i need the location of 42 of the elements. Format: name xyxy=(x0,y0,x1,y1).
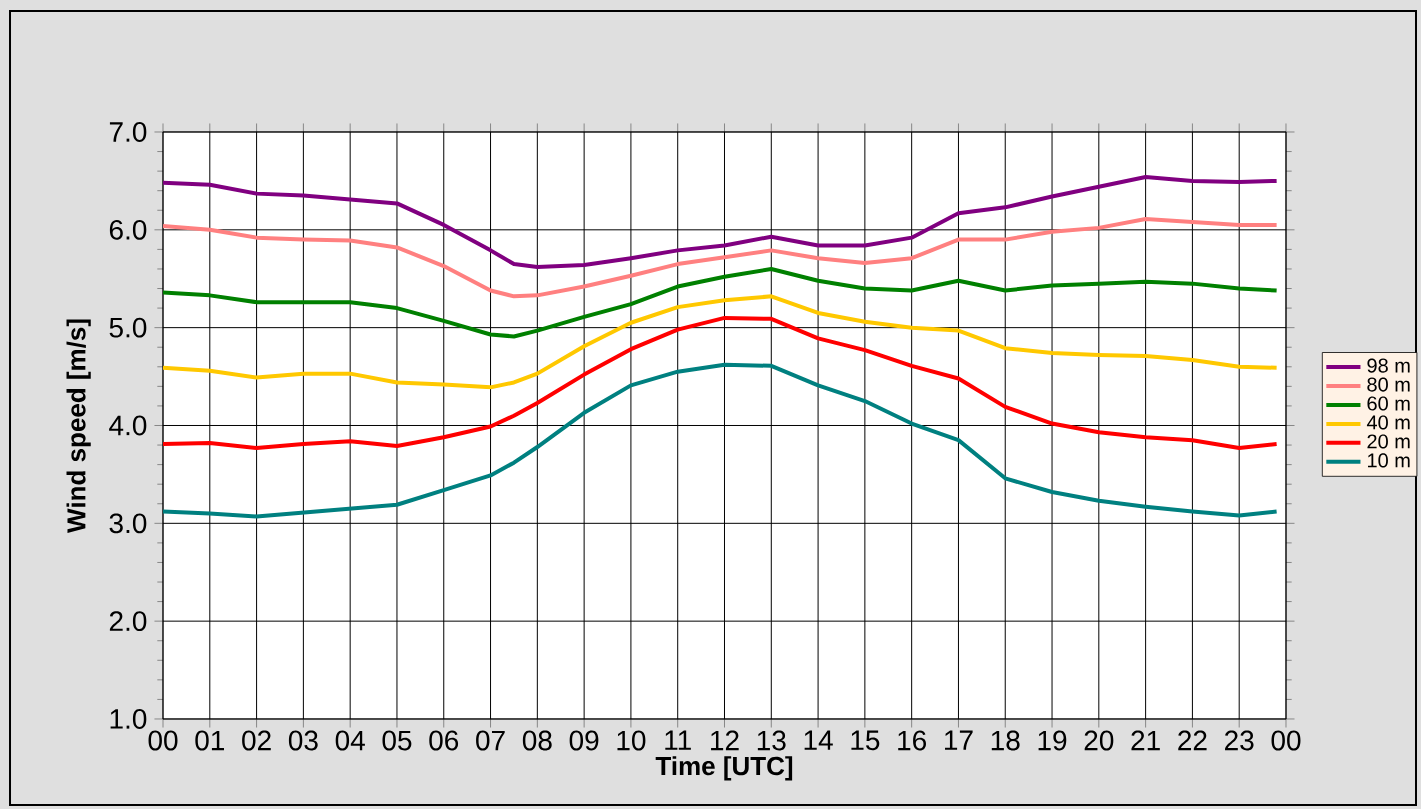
x-tick-label: 22 xyxy=(1178,730,1207,751)
legend-label: 98 m xyxy=(1367,358,1410,373)
x-tick-label: 07 xyxy=(476,730,505,751)
x-tick-label: 04 xyxy=(335,730,365,751)
y-tick-label: 2.0 xyxy=(109,611,147,632)
x-tick-label: 00 xyxy=(1271,730,1301,751)
y-tick-label: 3.0 xyxy=(109,513,147,534)
x-tick-label: 21 xyxy=(1131,730,1160,751)
x-tick-label: 19 xyxy=(1038,730,1067,751)
x-tick-label: 01 xyxy=(195,730,224,751)
x-tick-label: 23 xyxy=(1225,730,1254,751)
x-tick-label: 05 xyxy=(382,730,412,751)
legend-label: 80 m xyxy=(1367,377,1410,392)
x-tick-label: 15 xyxy=(851,730,880,751)
legend-label: 10 m xyxy=(1368,453,1410,468)
x-tick-label: 06 xyxy=(429,730,459,751)
x-tick-label: 02 xyxy=(242,730,271,751)
x-tick-label: 03 xyxy=(288,730,318,751)
line-series xyxy=(163,315,1279,450)
x-tick-label: 12 xyxy=(711,730,739,751)
x-tick-label: 13 xyxy=(757,730,786,751)
x-tick-label: 17 xyxy=(945,730,973,750)
x-tick-label: 00 xyxy=(148,730,178,751)
y-tick-label: 7.0 xyxy=(109,122,147,142)
y-tick-label: 4.0 xyxy=(109,415,147,436)
x-tick-label: 11 xyxy=(665,730,691,750)
y-axis-title: Wind speed [m/s] xyxy=(66,319,91,533)
x-tick-label: 16 xyxy=(898,730,926,751)
x-tick-label: 08 xyxy=(522,730,552,751)
x-tick-label: 10 xyxy=(617,730,646,751)
x-tick-label: 09 xyxy=(569,730,599,751)
y-tick-label: 5.0 xyxy=(109,317,147,338)
legend-label: 40 m xyxy=(1366,415,1410,430)
x-axis-title: Time [UTC] xyxy=(655,756,793,781)
x-tick-label: 20 xyxy=(1084,730,1114,751)
legend-label: 20 m xyxy=(1367,434,1410,449)
y-tick-label: 1.0 xyxy=(110,709,147,729)
x-tick-label: 14 xyxy=(804,730,833,750)
y-tick-label: 6.0 xyxy=(109,219,147,240)
legend-label: 60 m xyxy=(1367,396,1410,411)
line-series xyxy=(163,294,1279,390)
x-tick-label: 18 xyxy=(991,730,1020,751)
